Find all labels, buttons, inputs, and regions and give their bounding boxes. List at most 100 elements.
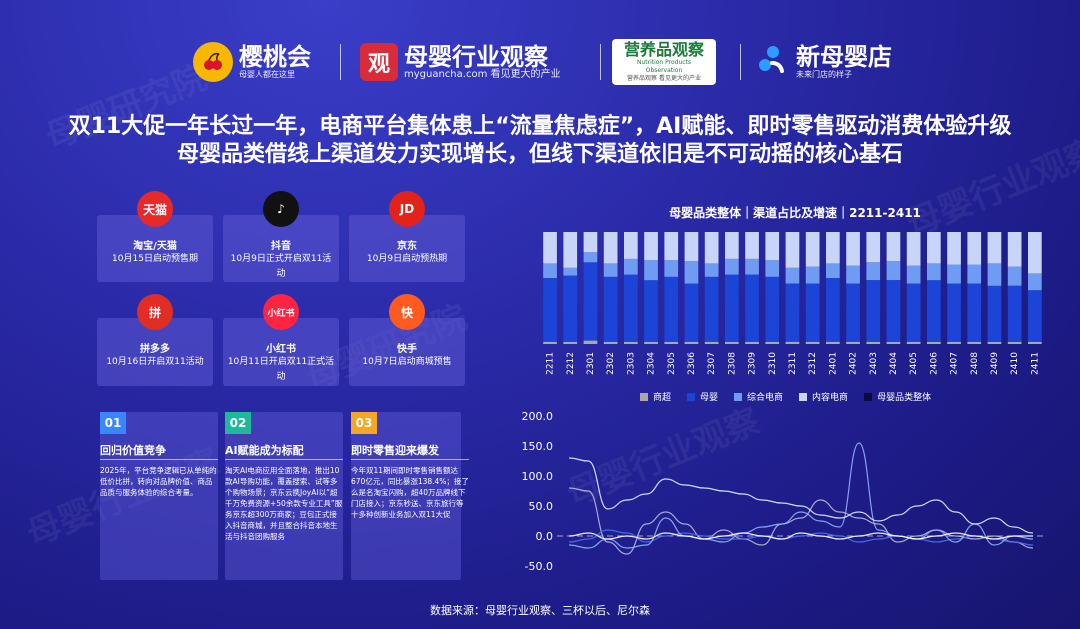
legend-swatch [799, 392, 808, 401]
legend-swatch [734, 392, 743, 401]
bar-segment [1028, 273, 1042, 291]
x-tick-label: 2310 [768, 352, 778, 375]
pinduoduo-icon: 拼 [137, 294, 173, 330]
bar-segment [603, 276, 618, 342]
xinmuying-icon [756, 43, 790, 81]
x-tick-label: 2309 [748, 352, 758, 375]
legend-item: 母婴品类整体 [864, 390, 931, 403]
bar-segment [745, 274, 759, 342]
insight-text: 今年双11期间即时零售销售额达670亿元，同比暴涨138.4%；接了么是名淘宝闪… [351, 466, 469, 519]
bar-segment [886, 232, 901, 262]
bar-segment [543, 277, 557, 342]
platform-name: 淘宝/天猫 [133, 241, 177, 252]
x-tick-label: 2212 [566, 352, 576, 375]
bar-segment [805, 266, 820, 284]
bar-segment [906, 265, 921, 284]
insight-title: 即时零售迎来爆发 [351, 444, 439, 457]
x-tick-label: 2304 [647, 352, 657, 375]
x-tick-label: 2407 [950, 352, 960, 375]
xinmuying-tagline: 未来门店的样子 [796, 70, 852, 79]
legend-item: 商超 [640, 390, 671, 403]
bar-segment [563, 232, 578, 268]
platform-card: 快手 10月7日启动商城预售 [349, 318, 465, 386]
bar-segment [1007, 285, 1022, 342]
chart-title: 母婴品类整体｜渠道占比及增速｜2211-2411 [669, 206, 921, 220]
legend-item: 综合电商 [734, 390, 783, 403]
legend-label: 母婴品类整体 [877, 393, 932, 403]
bar-segment [684, 261, 699, 284]
bar-segment [866, 280, 881, 342]
bar-segment [1007, 232, 1022, 267]
bar-segment [664, 232, 679, 260]
x-tick-label: 2312 [808, 352, 818, 375]
insight-title: AI赋能成为标配 [225, 444, 304, 457]
series-line [568, 442, 1034, 549]
legend-label: 内容电商 [812, 393, 849, 403]
bar-segment [1028, 341, 1042, 344]
insight-title: 回归价值竞争 [100, 444, 166, 457]
bar-segment [624, 232, 638, 259]
data-source: 数据来源：母婴行业观察、三杯以后、尼尔森 [430, 604, 650, 617]
douyin-icon: ♪ [263, 191, 299, 227]
insight-box: 02 AI赋能成为标配 淘天AI电商应用全面落地，推出10款AI导购功能，覆盖搜索、… [225, 412, 343, 580]
bar-segment [906, 341, 921, 344]
bar-segment [846, 283, 860, 342]
bar-segment [1007, 266, 1022, 286]
bar-segment [684, 232, 699, 262]
yingyang-logo: 营养品观察 Nutrition Products Observation 营养品… [612, 34, 716, 90]
bar-segment [947, 341, 961, 344]
y-tick-label: -50.0 [525, 560, 553, 573]
bar-segment [664, 260, 679, 277]
bar-segment [785, 341, 800, 344]
x-tick-label: 2303 [626, 352, 636, 375]
x-tick-label: 2404 [889, 352, 899, 375]
stacked-bar-chart: 2211 2212 2301 2302 2303 2304 2305 2306 2307 2308… [543, 232, 1042, 375]
legend-label: 商超 [653, 393, 672, 403]
bar-segment [846, 232, 860, 266]
insight-box: 03 即时零售迎来爆发 今年双11期间即时零售销售额达670亿元，同比暴涨138.4… [351, 412, 469, 580]
growth-line-chart: 200.0 150.0 100.0 50.0 0.0 -50.0 [522, 410, 1045, 573]
bar-segment [624, 258, 638, 275]
series-line [568, 487, 1034, 555]
x-tick-label: 2308 [727, 352, 737, 375]
bar-segment [927, 341, 941, 344]
platform-desc: 10月11日开启双11正式活动 [227, 357, 335, 382]
bar-segment [866, 262, 881, 281]
bar-segment [624, 274, 638, 342]
x-tick-label: 2410 [1010, 352, 1020, 375]
yingyang-name: 营养品观察 [623, 40, 704, 59]
yingtaohui-logo: 樱桃会 母婴人都在这里 [193, 34, 311, 90]
legend-swatch [640, 392, 648, 401]
yingtaohui-tagline: 母婴人都在这里 [239, 70, 295, 79]
bar-segment [644, 341, 658, 344]
series-line [568, 529, 1034, 546]
x-tick-label: 2403 [869, 352, 879, 375]
x-tick-label: 2411 [1030, 352, 1040, 375]
bar-segment [543, 341, 557, 344]
bar-segment [745, 258, 759, 275]
yingtaohui-name: 樱桃会 [239, 43, 311, 71]
bar-segment [603, 232, 618, 264]
bar-segment [906, 232, 921, 266]
bar-segment [846, 265, 860, 284]
y-tick-label: 150.0 [522, 440, 554, 453]
bar-segment [1028, 290, 1042, 342]
bar-segment [987, 341, 1002, 344]
logo-bar: 樱桃会 母婴人都在这里 观 母婴行业观察 myguancha.com 看见更大的… [0, 34, 1080, 90]
x-tick-label: 2301 [586, 352, 596, 375]
tmall-icon: 天猫 [137, 191, 173, 227]
bar-segment [866, 232, 881, 263]
platform-desc: 10月9日正式开启双11活动 [230, 254, 332, 279]
divider [600, 44, 601, 80]
insight-divider [225, 459, 343, 460]
bar-segment [543, 232, 557, 264]
bar-segment [765, 232, 780, 260]
bar-segment [664, 341, 679, 344]
x-tick-label: 2306 [687, 352, 697, 375]
legend-swatch [687, 392, 696, 401]
bar-segment [866, 341, 881, 344]
legend-label: 母婴 [700, 393, 719, 403]
bar-segment [805, 283, 820, 342]
bar-segment [765, 341, 780, 344]
cherry-icon [193, 42, 233, 82]
